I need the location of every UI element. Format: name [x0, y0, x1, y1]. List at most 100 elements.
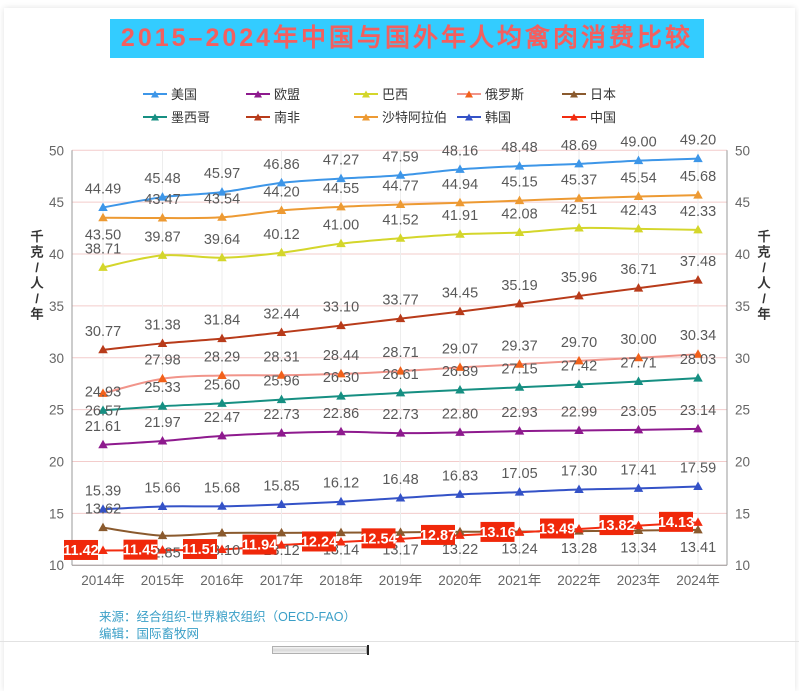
- svg-text:15.68: 15.68: [204, 480, 240, 496]
- svg-text:45.15: 45.15: [501, 175, 537, 191]
- svg-text:22.73: 22.73: [382, 407, 418, 423]
- svg-text:2022年: 2022年: [557, 573, 601, 588]
- svg-text:35.19: 35.19: [501, 278, 537, 294]
- svg-text:45.37: 45.37: [561, 172, 597, 188]
- svg-text:27.98: 27.98: [144, 353, 180, 369]
- svg-text:13.41: 13.41: [680, 540, 716, 556]
- svg-text:26.61: 26.61: [382, 367, 418, 383]
- svg-text:30.34: 30.34: [680, 328, 716, 344]
- svg-text:40: 40: [49, 247, 64, 262]
- svg-text:40: 40: [735, 247, 750, 262]
- svg-text:26.30: 26.30: [323, 370, 359, 386]
- svg-text:21.97: 21.97: [144, 415, 180, 431]
- svg-text:17.41: 17.41: [620, 462, 656, 478]
- svg-text:20: 20: [735, 454, 750, 469]
- svg-text:人: 人: [30, 276, 44, 291]
- svg-text:30.00: 30.00: [620, 332, 656, 348]
- svg-text:16.48: 16.48: [382, 472, 418, 488]
- svg-text:2015年: 2015年: [141, 573, 185, 588]
- svg-text:10: 10: [735, 558, 750, 573]
- svg-text:13.24: 13.24: [501, 542, 537, 558]
- svg-text:21.61: 21.61: [85, 419, 121, 435]
- svg-text:27.42: 27.42: [561, 359, 597, 375]
- svg-text:46.86: 46.86: [263, 157, 299, 173]
- svg-text:37.48: 37.48: [680, 254, 716, 270]
- svg-text:17.59: 17.59: [680, 460, 716, 476]
- svg-text:11.51: 11.51: [182, 542, 218, 558]
- svg-text:22.86: 22.86: [323, 406, 359, 422]
- svg-text:15.66: 15.66: [144, 480, 180, 496]
- svg-text:43.54: 43.54: [204, 191, 240, 207]
- svg-text:14.13: 14.13: [658, 515, 694, 531]
- svg-text:42.33: 42.33: [680, 204, 716, 220]
- svg-text:27.15: 27.15: [501, 361, 537, 377]
- svg-text:25.60: 25.60: [204, 377, 240, 393]
- svg-text:28.03: 28.03: [680, 352, 716, 368]
- svg-text:17.30: 17.30: [561, 463, 597, 479]
- svg-text:49.00: 49.00: [620, 135, 656, 151]
- svg-text:12.24: 12.24: [301, 534, 337, 550]
- svg-text:13.28: 13.28: [561, 541, 597, 557]
- svg-text:千: 千: [757, 229, 770, 244]
- svg-text:22.80: 22.80: [442, 406, 478, 422]
- svg-text:28.31: 28.31: [263, 349, 299, 365]
- svg-text:27.71: 27.71: [620, 356, 656, 372]
- svg-text:2014年: 2014年: [81, 573, 125, 588]
- svg-text:2020年: 2020年: [438, 573, 482, 588]
- svg-text:45: 45: [735, 195, 750, 210]
- svg-text:11.42: 11.42: [63, 543, 99, 559]
- svg-text:23.05: 23.05: [620, 404, 656, 420]
- svg-text:49.20: 49.20: [680, 133, 716, 149]
- svg-text:24.93: 24.93: [85, 384, 121, 400]
- svg-text:45.48: 45.48: [144, 171, 180, 187]
- svg-text:13.82: 13.82: [598, 518, 634, 534]
- svg-text:39.64: 39.64: [204, 232, 240, 248]
- svg-text:15: 15: [735, 506, 750, 521]
- svg-text:11.94: 11.94: [242, 538, 278, 554]
- svg-text:23.14: 23.14: [680, 403, 716, 419]
- svg-text:33.10: 33.10: [323, 300, 359, 316]
- svg-text:44.20: 44.20: [263, 184, 299, 200]
- svg-text:33.77: 33.77: [382, 293, 418, 309]
- svg-text:29.70: 29.70: [561, 335, 597, 351]
- svg-text:2018年: 2018年: [319, 573, 363, 588]
- svg-text:13.16: 13.16: [479, 525, 515, 541]
- svg-text:48.48: 48.48: [501, 140, 537, 156]
- svg-text:15.85: 15.85: [263, 479, 299, 495]
- svg-text:2019年: 2019年: [379, 573, 423, 588]
- svg-text:44.94: 44.94: [442, 177, 478, 193]
- svg-text:44.55: 44.55: [323, 181, 359, 197]
- svg-text:克: 克: [30, 245, 43, 260]
- svg-text:2024年: 2024年: [676, 573, 720, 588]
- svg-text:10: 10: [49, 558, 64, 573]
- svg-text:32.44: 32.44: [263, 306, 299, 322]
- svg-text:35: 35: [49, 299, 64, 314]
- svg-text:人: 人: [757, 276, 771, 291]
- svg-text:22.73: 22.73: [263, 407, 299, 423]
- svg-text:34.45: 34.45: [442, 286, 478, 302]
- svg-text:42.08: 42.08: [501, 206, 537, 222]
- svg-text:克: 克: [757, 245, 770, 260]
- svg-text:47.59: 47.59: [382, 149, 418, 165]
- svg-text:44.77: 44.77: [382, 179, 418, 195]
- svg-text:年: 年: [30, 307, 43, 322]
- svg-text:41.00: 41.00: [323, 218, 359, 234]
- svg-text:31.38: 31.38: [144, 317, 180, 333]
- svg-text:/: /: [35, 260, 39, 275]
- svg-text:17.05: 17.05: [501, 466, 537, 482]
- svg-text:13.62: 13.62: [85, 502, 121, 518]
- svg-text:31.84: 31.84: [204, 313, 240, 329]
- svg-text:29.37: 29.37: [501, 338, 537, 354]
- svg-text:50: 50: [735, 143, 750, 158]
- svg-text:41.52: 41.52: [382, 212, 418, 228]
- svg-text:30.77: 30.77: [85, 324, 121, 340]
- svg-text:39.87: 39.87: [144, 229, 180, 245]
- svg-text:41.91: 41.91: [442, 208, 478, 224]
- svg-text:16.83: 16.83: [442, 468, 478, 484]
- svg-text:47.27: 47.27: [323, 153, 359, 169]
- svg-text:22.47: 22.47: [204, 410, 240, 426]
- svg-text:15.39: 15.39: [85, 483, 121, 499]
- svg-text:/: /: [762, 260, 766, 275]
- svg-text:16.12: 16.12: [323, 476, 359, 492]
- svg-text:/: /: [762, 291, 766, 306]
